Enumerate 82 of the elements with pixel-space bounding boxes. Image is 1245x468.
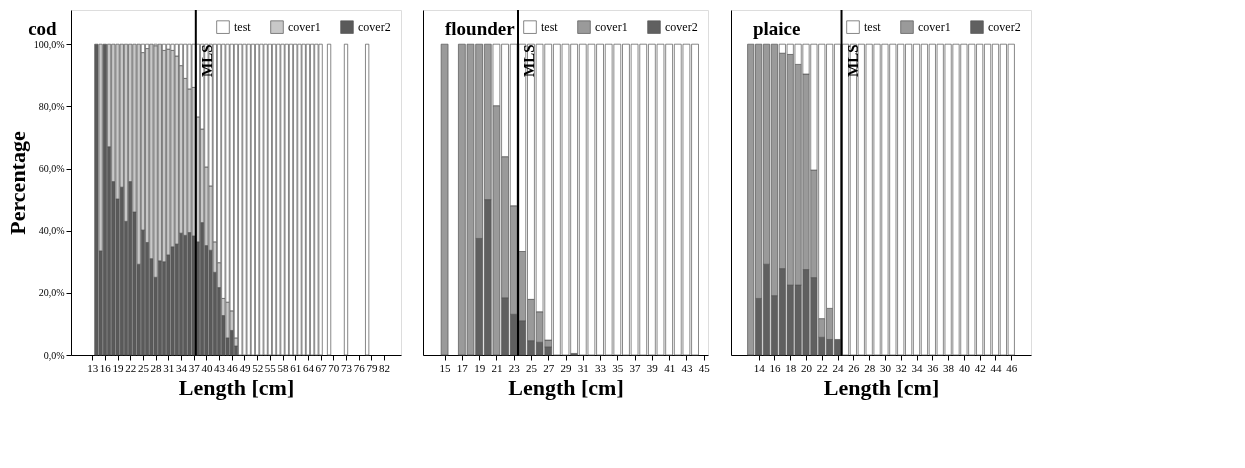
x-tick-label: 29 (560, 361, 572, 374)
legend-label: cover1 (288, 20, 321, 35)
x-tick-label: 58 (277, 361, 290, 374)
y-tick-label: 0,0% (43, 349, 65, 361)
x-tick-label: 70 (328, 361, 340, 374)
legend-label: cover2 (988, 20, 1021, 35)
chart-title: flounder (445, 18, 516, 39)
x-tick-label: 17 (456, 361, 469, 374)
x-tick-label: 38 (943, 361, 955, 374)
x-tick-label: 26 (848, 361, 860, 374)
x-tick-label: 44 (990, 361, 1002, 374)
x-tick-label: 20 (801, 361, 813, 374)
y-axis-title: Percentage (4, 131, 30, 235)
y-tick-label: 20,0% (38, 287, 65, 299)
x-tick-label: 13 (87, 361, 99, 374)
ref-line-label: MLS (521, 44, 537, 78)
x-tick-label: 31 (577, 361, 589, 374)
x-tick-label: 73 (341, 361, 353, 374)
x-tick-label: 67 (315, 361, 328, 374)
x-tick-label: 34 (176, 361, 188, 374)
x-tick-label: 79 (366, 361, 378, 374)
x-tick-label: 45 (698, 361, 711, 374)
legend-label: cover1 (595, 20, 628, 35)
x-tick-label: 14 (753, 361, 766, 374)
x-tick-label: 33 (595, 361, 607, 374)
x-tick-label: 16 (99, 361, 112, 374)
x-tick-label: 49 (239, 361, 251, 374)
x-tick-label: 28 (150, 361, 163, 374)
x-tick-label: 23 (508, 361, 521, 374)
x-tick-label: 43 (681, 361, 693, 374)
x-tick-label: 35 (612, 361, 624, 374)
x-tick-label: 43 (214, 361, 226, 374)
x-tick-label: 64 (302, 361, 315, 374)
legend-label: cover1 (918, 20, 951, 35)
x-tick-label: 37 (188, 361, 201, 374)
x-axis-title: Length [cm] (823, 374, 940, 400)
x-axis-title: Length [cm] (178, 374, 295, 400)
x-tick-label: 31 (163, 361, 175, 374)
y-tick-label: 40,0% (38, 225, 65, 237)
x-tick-label: 39 (646, 361, 659, 374)
x-tick-label: 41 (664, 361, 676, 374)
x-tick-label: 34 (911, 361, 924, 374)
x-tick-label: 19 (474, 361, 486, 374)
ref-line-label: MLS (198, 44, 215, 78)
x-tick-label: 24 (832, 361, 845, 374)
x-tick-label: 40 (958, 361, 971, 374)
x-tick-label: 28 (864, 361, 876, 374)
legend-label: cover2 (665, 20, 698, 35)
x-tick-label: 32 (895, 361, 907, 374)
x-tick-label: 55 (264, 361, 277, 374)
legend-label: cover2 (358, 20, 391, 35)
y-tick-label: 80,0% (38, 100, 65, 112)
y-tick-label: 60,0% (38, 163, 65, 175)
x-tick-label: 25 (525, 361, 538, 374)
y-tick-label: 100,0% (33, 38, 65, 50)
x-axis-title: Length [cm] (508, 374, 624, 400)
x-tick-label: 61 (290, 361, 302, 374)
x-tick-label: 25 (137, 361, 150, 374)
x-tick-label: 46 (1006, 361, 1018, 374)
x-tick-label: 36 (927, 361, 939, 374)
chart-title: plaice (753, 18, 801, 39)
x-tick-label: 42 (974, 361, 986, 374)
x-tick-label: 76 (353, 361, 366, 374)
x-tick-label: 46 (226, 361, 239, 374)
x-tick-label: 82 (379, 361, 391, 374)
x-tick-label: 16 (769, 361, 781, 374)
legend-label: test (864, 20, 882, 35)
x-tick-label: 18 (785, 361, 797, 374)
chart-title: cod (28, 18, 58, 39)
x-tick-label: 27 (543, 361, 555, 374)
x-tick-label: 15 (439, 361, 452, 374)
x-tick-label: 21 (491, 361, 503, 374)
legend-label: test (234, 20, 252, 35)
x-tick-label: 19 (112, 361, 125, 374)
x-tick-label: 22 (816, 361, 828, 374)
x-tick-label: 37 (629, 361, 642, 374)
x-tick-label: 40 (201, 361, 213, 374)
ref-line-label: MLS (844, 44, 861, 78)
x-tick-label: 30 (879, 361, 892, 374)
series-label: test (541, 20, 559, 35)
x-tick-label: 22 (125, 361, 137, 374)
x-tick-label: 52 (252, 361, 264, 374)
